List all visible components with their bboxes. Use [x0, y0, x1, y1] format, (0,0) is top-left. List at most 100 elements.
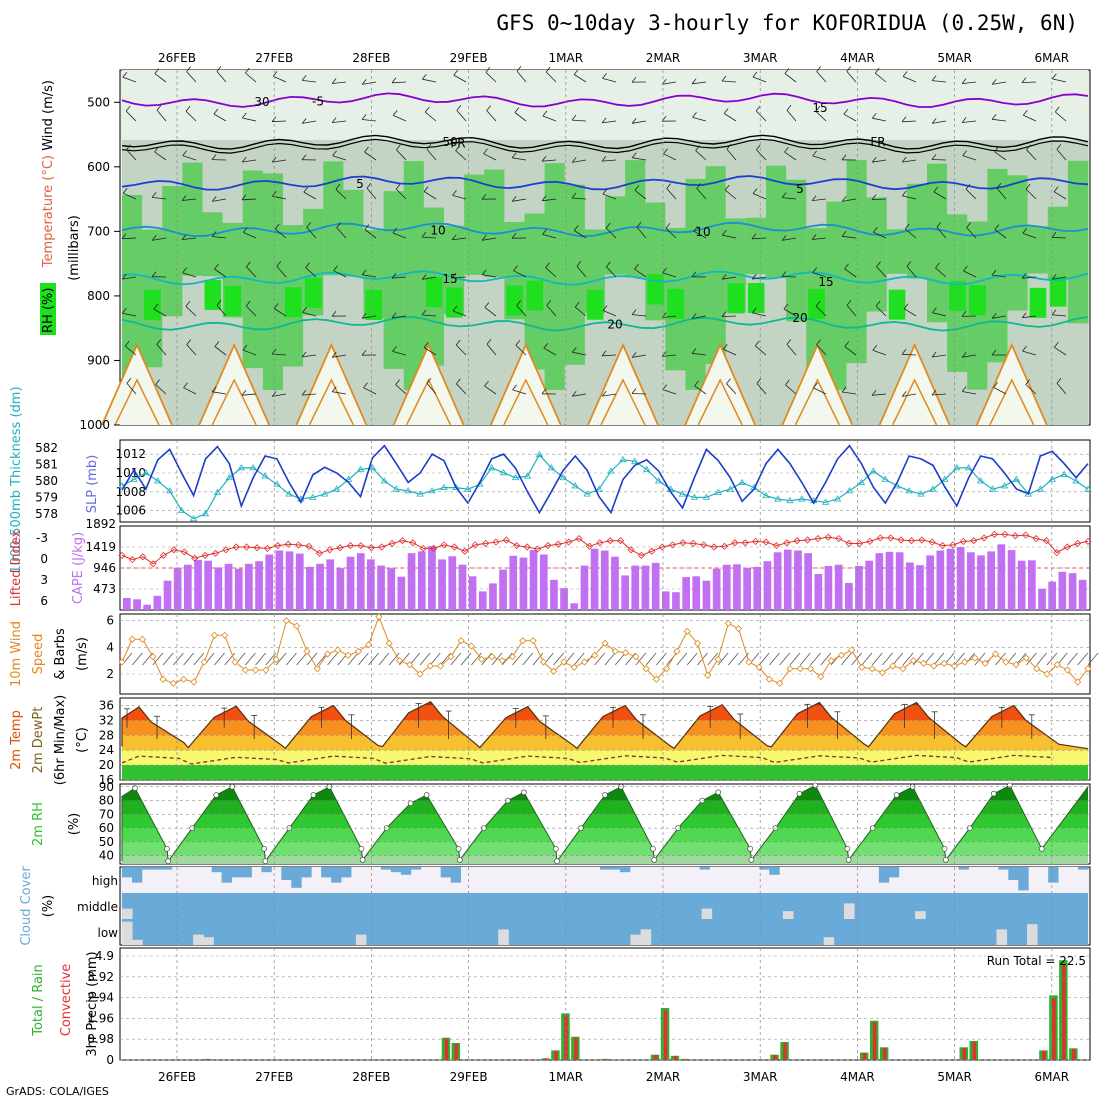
cape-bar [1038, 588, 1046, 610]
wind-barb [271, 120, 287, 123]
wind10-point [149, 653, 157, 661]
thickness-point [118, 482, 126, 489]
rh2m-point [747, 846, 754, 852]
wind10-point [467, 642, 475, 650]
wind10-barb [645, 652, 657, 666]
wind-barb [994, 151, 1007, 161]
wind-barb-flag [871, 156, 877, 163]
wind-barb [241, 198, 257, 201]
wind-barb-flag [336, 222, 342, 228]
wind-barb-flag [693, 225, 699, 232]
thickness-point [487, 464, 496, 471]
rh-legend-swatch [40, 283, 56, 335]
temp-tick-36: 36 [99, 698, 114, 712]
li-point [668, 541, 677, 549]
cape-bar [377, 565, 385, 610]
cape-tick-473: 473 [93, 582, 116, 596]
wind10-barb [686, 652, 698, 666]
wind10-point [118, 658, 126, 666]
cloud-high-bar [241, 867, 252, 878]
wind-barb [154, 151, 167, 161]
li-point [378, 543, 386, 551]
wind10-point [323, 650, 332, 658]
wind10-point [488, 653, 496, 661]
wind-barb-flag [901, 190, 907, 197]
wind-barb-flag [242, 227, 248, 233]
rh2m-point [796, 790, 803, 797]
rh-mid-band [162, 186, 183, 317]
wind-barb-flag [696, 183, 702, 189]
wind10-barb [573, 652, 585, 666]
surface-hump-inner-0 [114, 378, 160, 426]
wind-barb [752, 193, 767, 200]
wind10-barb [882, 652, 893, 666]
wind-barb-flag [364, 224, 370, 230]
wind-barb-flag [691, 271, 697, 278]
cape-tick-946: 946 [93, 561, 116, 575]
wind-ylabel-units: (m/s) [75, 637, 90, 671]
cape-bar [1068, 573, 1077, 610]
wind-barb [1056, 383, 1067, 395]
wind-barb [276, 266, 287, 278]
wind10-barb [974, 652, 986, 666]
temp-ylabel-1: 2m Temp [9, 710, 24, 770]
wind-barb [546, 305, 557, 317]
thickness-point [976, 477, 985, 484]
wind-barb [512, 198, 527, 202]
contour-label-2: 5 [796, 182, 804, 196]
cape-bar [295, 553, 304, 610]
date-bottom-6MAR: 6MAR [1035, 1070, 1070, 1084]
cape-bar [641, 565, 650, 610]
contour-label-7: 50 [442, 135, 457, 149]
precip-conv-bar [1042, 1050, 1046, 1060]
wind-barb-flag [242, 344, 248, 351]
wind-barb-flag [451, 272, 457, 279]
precip-conv-bar [872, 1022, 877, 1060]
bottom-date-labels: 26FEB 27FEB 28FEB 29FEB 1MAR 2MAR 3MAR 4MAR 5MAR… [158, 1070, 1069, 1084]
wind-barb [601, 159, 617, 162]
wind-barb [663, 153, 677, 161]
wind10-point [971, 654, 979, 662]
cloud-gap-bar [203, 937, 214, 945]
li-point [783, 539, 791, 547]
cloud-gap-bar [996, 929, 1008, 945]
wind10-point [899, 665, 907, 673]
rh-dark-band [586, 289, 604, 320]
precip-conv-bar [783, 1042, 787, 1060]
dewpoint-line [121, 754, 1054, 765]
wind10-barb [1077, 652, 1089, 666]
wind-barb-flag [303, 186, 309, 193]
cloud-high-bar [291, 867, 302, 888]
wind-barb [126, 383, 137, 395]
wind-barb [781, 276, 797, 278]
wind-barb [122, 276, 137, 280]
wind-barb [666, 188, 677, 200]
date-bottom-4MAR: 4MAR [840, 1070, 875, 1084]
wind-barb [242, 159, 257, 163]
wind-barb [872, 393, 887, 396]
temp-band-20 [122, 750, 1088, 766]
rh-mid-band [1067, 160, 1089, 324]
wind-barb-flag [902, 71, 908, 77]
wind-barb-flag [573, 225, 579, 231]
li-point [253, 544, 261, 552]
wind-barb-flag [841, 154, 847, 161]
cape-bar [814, 574, 823, 610]
wind-barb-flag [331, 386, 337, 392]
wind-barb-flag [1025, 183, 1031, 190]
wind10-barb [1026, 652, 1037, 666]
date-bottom-1MAR: 1MAR [549, 1070, 584, 1084]
wind-barb-flag [605, 222, 611, 229]
upper-ylabel-wind: Wind (m/s) [41, 80, 56, 151]
rh-band-34 [122, 855, 1088, 864]
thickness-point [416, 490, 424, 497]
wind-barb [541, 159, 557, 162]
wind-barb [873, 231, 887, 239]
wind-barb-flag [541, 195, 547, 202]
cloud-high-bar [161, 867, 173, 870]
wind-barb-flag [271, 391, 277, 397]
rh2m-point [844, 846, 851, 852]
wind-barb-flag [996, 183, 1002, 189]
li-tick-1: 0 [40, 552, 48, 566]
